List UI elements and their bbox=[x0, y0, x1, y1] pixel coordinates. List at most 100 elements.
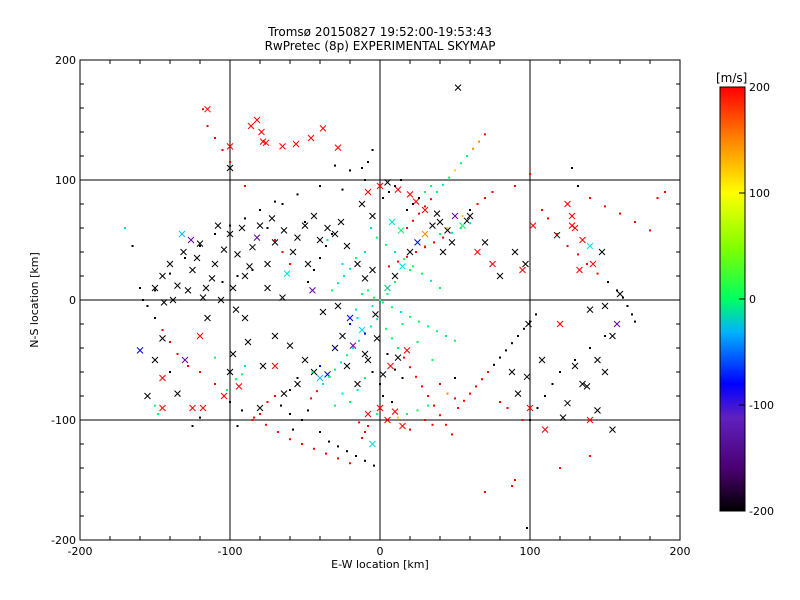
data-point-x bbox=[436, 218, 444, 226]
data-point-dot bbox=[484, 197, 486, 199]
data-point-x bbox=[199, 404, 207, 412]
data-point-dot bbox=[445, 423, 447, 426]
data-point-x bbox=[391, 408, 399, 415]
data-point-x bbox=[358, 200, 366, 208]
data-point-dot bbox=[406, 209, 408, 211]
data-point-x bbox=[454, 84, 462, 91]
data-point-dot bbox=[296, 377, 299, 379]
data-point-dot bbox=[274, 395, 276, 397]
data-point-x bbox=[384, 416, 391, 424]
data-point-x bbox=[301, 356, 309, 364]
data-point-dot bbox=[436, 191, 438, 193]
data-point-x bbox=[343, 362, 351, 370]
data-point-x bbox=[202, 284, 210, 292]
data-point-dot bbox=[421, 385, 423, 388]
data-point-x bbox=[174, 282, 181, 289]
data-point-dot bbox=[319, 185, 321, 187]
data-point-dot bbox=[184, 257, 186, 259]
data-point-x bbox=[376, 404, 384, 412]
data-point-x bbox=[280, 227, 288, 234]
data-point-dot bbox=[382, 301, 384, 304]
data-point-dot bbox=[431, 423, 434, 426]
data-point-dot bbox=[214, 233, 216, 235]
data-point-x bbox=[579, 380, 586, 388]
data-point-dot bbox=[446, 227, 449, 229]
data-point-dot bbox=[529, 173, 531, 175]
data-point-dot bbox=[325, 452, 327, 455]
data-point-dot bbox=[391, 306, 393, 309]
data-point-x bbox=[379, 371, 387, 378]
data-point-x bbox=[244, 338, 252, 346]
data-point-x bbox=[271, 239, 279, 246]
data-point-dot bbox=[266, 401, 269, 403]
data-point-dot bbox=[445, 335, 447, 337]
data-point-dot bbox=[506, 407, 509, 409]
data-point-dot bbox=[253, 416, 255, 419]
data-point-dot bbox=[430, 198, 432, 201]
data-point-dot bbox=[433, 241, 435, 244]
data-point-x bbox=[559, 414, 567, 421]
data-point-dot bbox=[370, 227, 372, 229]
data-point-dot bbox=[229, 161, 231, 163]
data-point-dot bbox=[394, 251, 396, 253]
data-point-dot bbox=[313, 269, 315, 271]
data-point-dot bbox=[551, 383, 554, 385]
data-point-dot bbox=[325, 245, 327, 247]
data-point-dot bbox=[161, 329, 164, 331]
data-point-dot bbox=[589, 347, 591, 349]
data-point-dot bbox=[199, 416, 201, 419]
data-point-x bbox=[264, 284, 271, 292]
data-point-x bbox=[466, 212, 474, 220]
data-point-dot bbox=[460, 162, 462, 165]
data-point-dot bbox=[664, 191, 666, 193]
data-point-x bbox=[397, 227, 405, 234]
data-point-dot bbox=[604, 335, 606, 337]
data-point-x bbox=[217, 296, 225, 304]
data-point-x bbox=[229, 284, 237, 292]
data-point-dot bbox=[337, 457, 339, 460]
data-point-x bbox=[189, 266, 196, 274]
data-point-dot bbox=[461, 215, 464, 217]
data-point-dot bbox=[371, 371, 374, 373]
data-point-x bbox=[439, 248, 447, 256]
data-point-dot bbox=[463, 399, 465, 402]
data-point-x bbox=[208, 275, 216, 282]
data-point-x bbox=[414, 239, 421, 246]
data-point-dot bbox=[229, 401, 231, 403]
colorbar-tick-label: 200 bbox=[749, 81, 770, 94]
data-point-dot bbox=[433, 404, 435, 407]
data-point-dot bbox=[403, 258, 405, 261]
data-point-dot bbox=[391, 401, 393, 403]
data-point-dot bbox=[607, 281, 609, 283]
data-point-x bbox=[564, 200, 571, 208]
data-point-dot bbox=[265, 423, 267, 426]
data-point-dot bbox=[484, 133, 486, 136]
data-point-x bbox=[204, 105, 211, 113]
data-point-x bbox=[279, 143, 286, 150]
data-point-dot bbox=[326, 239, 329, 241]
data-point-dot bbox=[289, 389, 291, 391]
data-point-dot bbox=[521, 419, 524, 421]
data-point-dot bbox=[401, 323, 404, 325]
data-point-dot bbox=[430, 185, 432, 187]
data-point-dot bbox=[304, 221, 306, 223]
data-point-dot bbox=[259, 209, 261, 211]
data-point-dot bbox=[296, 383, 299, 385]
data-point-x bbox=[259, 362, 267, 370]
data-point-x bbox=[136, 347, 144, 354]
data-point-dot bbox=[139, 287, 141, 289]
data-point-dot bbox=[406, 413, 408, 415]
data-point-x bbox=[232, 306, 240, 313]
data-point-x bbox=[579, 236, 586, 244]
data-point-x bbox=[589, 260, 597, 268]
data-point-dot bbox=[634, 320, 636, 323]
data-point-dot bbox=[169, 272, 171, 275]
axes: -200 -100 0 100 200 -200 -100 0 100 200 bbox=[51, 54, 690, 558]
data-point-x bbox=[372, 311, 379, 318]
data-point-x bbox=[241, 272, 249, 280]
data-point-dot bbox=[394, 185, 396, 187]
data-point-dot bbox=[301, 443, 303, 445]
data-point-dot bbox=[475, 385, 477, 388]
data-point-x bbox=[253, 116, 261, 124]
data-point-dot bbox=[409, 269, 411, 271]
